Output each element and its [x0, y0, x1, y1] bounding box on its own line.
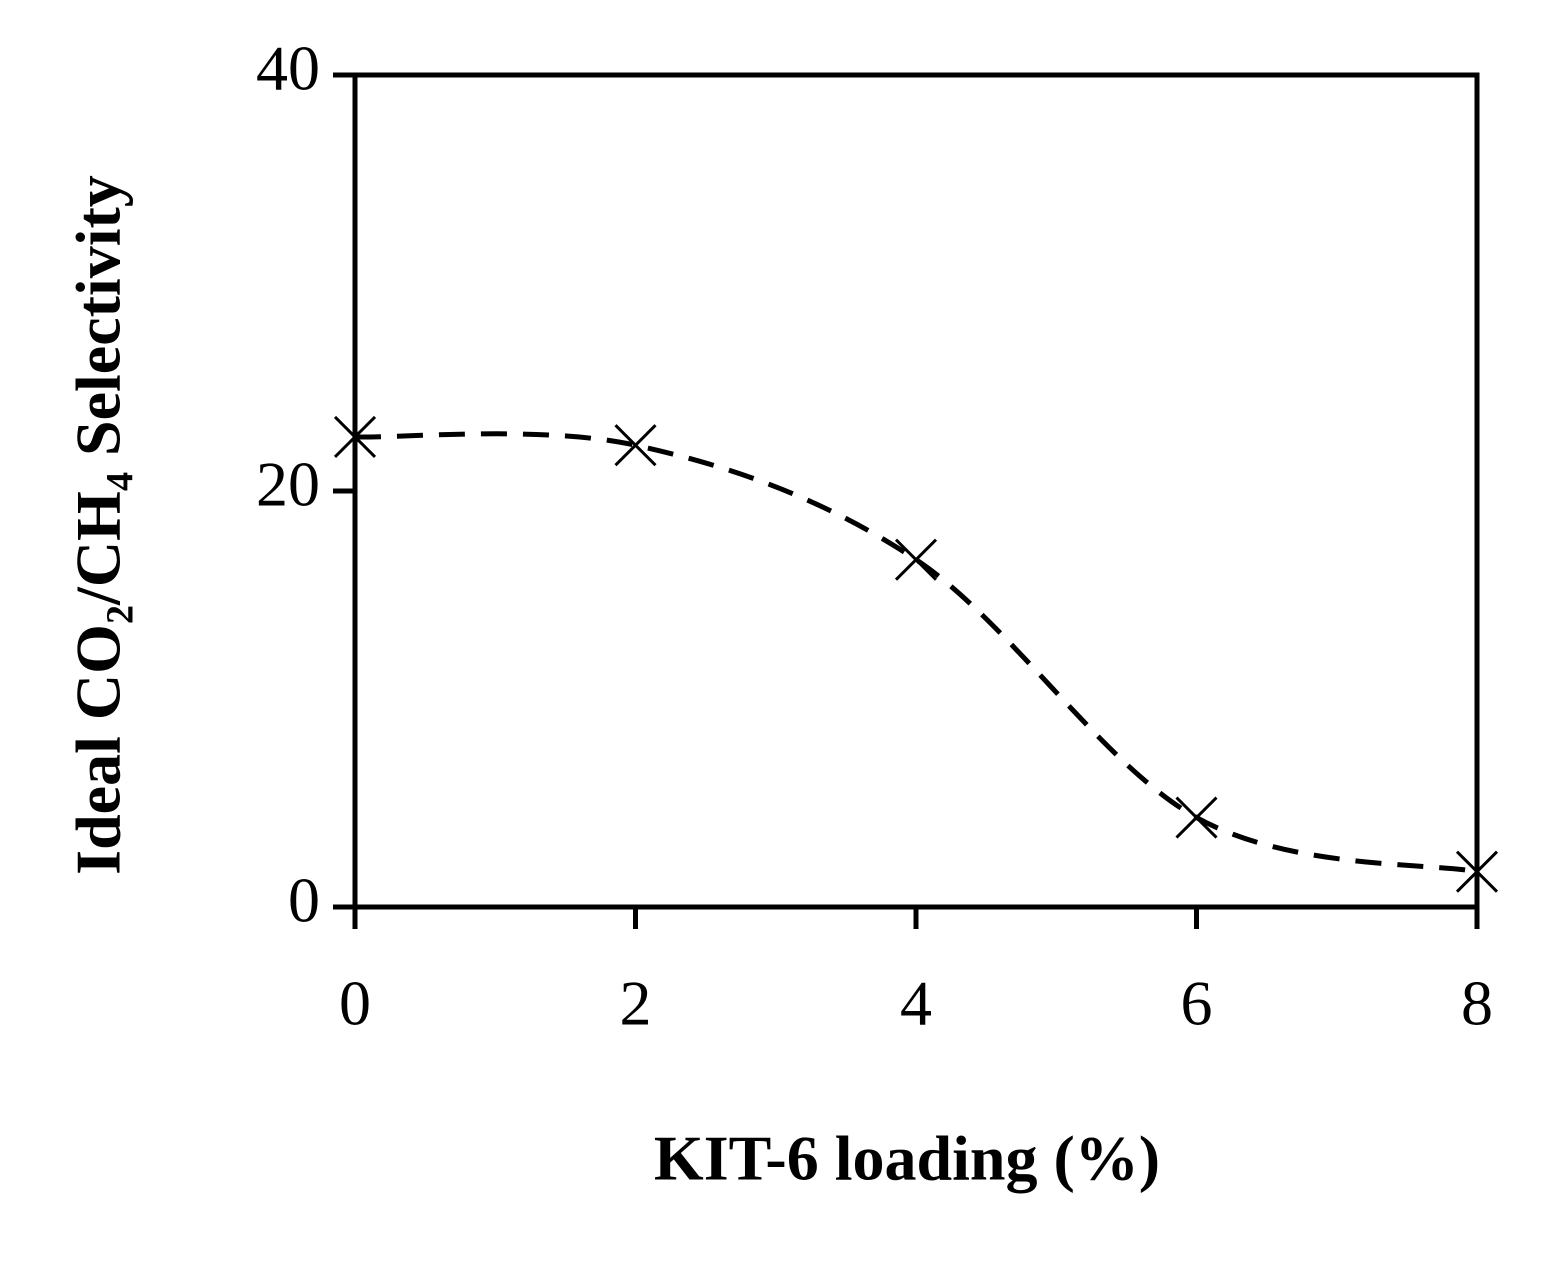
- x-tick-label: 2: [620, 968, 652, 1039]
- plot-frame: [352, 72, 1480, 910]
- y-tick-label: 0: [288, 865, 320, 936]
- y-tick-label: 40: [256, 33, 320, 104]
- y-tick-label: 20: [256, 449, 320, 520]
- marker: [1175, 796, 1218, 839]
- marker: [614, 424, 657, 467]
- marker: [894, 538, 938, 581]
- series-line: [354, 431, 1478, 875]
- x-tick-label: 6: [1181, 968, 1213, 1039]
- x-tick-label: 8: [1461, 968, 1493, 1039]
- marker: [333, 415, 377, 458]
- x-tick-label: 4: [900, 968, 932, 1039]
- y-axis-title: Ideal CO₂/CH₄ Selectivity: [63, 175, 134, 875]
- x-axis-title: KIT-6 loading (%): [654, 1123, 1160, 1194]
- x-tick-label: 0: [339, 968, 371, 1039]
- marker: [1455, 850, 1499, 893]
